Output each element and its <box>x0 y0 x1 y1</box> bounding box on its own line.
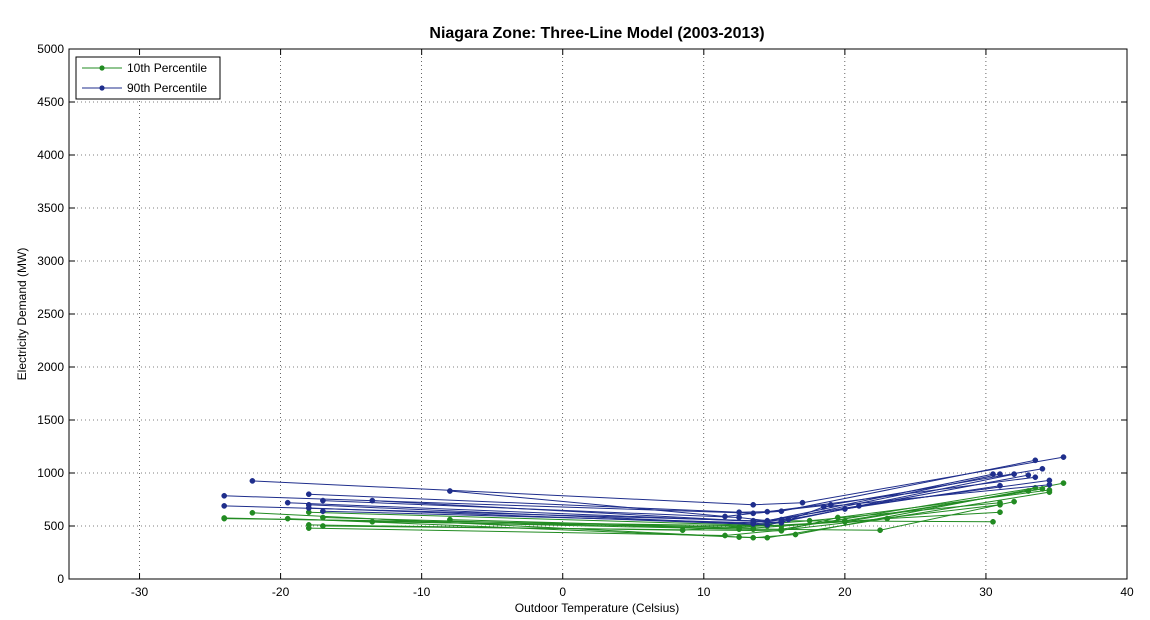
x-tick-label: 10 <box>697 585 711 599</box>
series-line <box>322 479 1050 524</box>
x-tick-label: 40 <box>1120 585 1134 599</box>
data-point <box>284 499 291 506</box>
data-point <box>990 518 996 525</box>
series-line <box>252 456 1064 506</box>
legend-entry-90th: 90th Percentile <box>82 81 207 95</box>
y-tick-label: 2500 <box>37 307 64 321</box>
y-tick-label: 500 <box>44 519 64 533</box>
y-tick-label: 3500 <box>37 201 64 215</box>
y-tick-label: 1000 <box>37 466 64 480</box>
y-tick-label: 0 <box>57 572 64 586</box>
data-point <box>1032 457 1039 464</box>
grid-layer <box>69 49 1127 579</box>
data-point <box>997 509 1003 516</box>
x-tick-label: 0 <box>559 585 566 599</box>
data-point <box>221 515 228 522</box>
data-point <box>320 508 326 515</box>
data-point <box>679 527 686 534</box>
data-point <box>305 505 312 511</box>
data-point <box>1039 465 1046 472</box>
series-line <box>449 511 1001 529</box>
data-point <box>320 514 326 521</box>
data-point <box>369 497 376 504</box>
x-tick-label: -30 <box>131 585 149 599</box>
data-point <box>369 518 376 525</box>
y-tick-label: 1500 <box>37 413 64 427</box>
series-layer <box>221 454 1067 541</box>
data-point <box>305 491 312 498</box>
x-tick-label: -20 <box>272 585 290 599</box>
data-point <box>1011 498 1017 505</box>
data-point <box>799 499 806 506</box>
series-12 <box>249 454 1067 508</box>
x-tick-label: -10 <box>413 585 431 599</box>
data-point <box>1046 487 1053 493</box>
y-tick-label: 4000 <box>37 148 64 162</box>
y-tick-label: 4500 <box>37 95 64 109</box>
x-tick-label: 30 <box>979 585 993 599</box>
legend-box <box>75 56 221 100</box>
data-point <box>1025 472 1032 478</box>
legend-90th-swatch-marker <box>99 85 105 91</box>
data-point <box>221 503 228 509</box>
data-point <box>990 471 996 477</box>
data-point <box>221 492 228 499</box>
series-line <box>449 468 1043 518</box>
data-point <box>750 501 757 508</box>
x-axis-label: Outdoor Temperature (Celsius) <box>515 601 680 615</box>
data-point <box>1039 486 1046 492</box>
data-point <box>736 509 742 516</box>
data-point <box>1032 474 1039 481</box>
data-point <box>884 515 891 522</box>
series-line <box>308 485 1001 526</box>
data-point <box>1060 454 1067 460</box>
series-21 <box>320 477 1053 526</box>
data-point <box>447 516 453 523</box>
data-point <box>722 513 728 520</box>
legend: 10th Percentile 90th Percentile <box>75 56 221 100</box>
legend-10th-label: 10th Percentile <box>127 61 207 75</box>
data-point <box>842 517 848 524</box>
y-tick-label: 2000 <box>37 360 64 374</box>
y-tick-label: 5000 <box>37 42 64 56</box>
data-point <box>722 532 728 539</box>
legend-90th-label: 90th Percentile <box>127 81 207 95</box>
series-10 <box>447 509 1003 531</box>
series-22 <box>305 482 1003 528</box>
series-line <box>322 501 1015 531</box>
data-point <box>1060 480 1067 486</box>
tick-label-layer: -30 -20 -10 0 10 20 30 40 0 500 1000 1500 2000 2500 30… <box>37 42 1134 599</box>
data-point <box>447 488 453 494</box>
data-point <box>764 534 771 541</box>
y-tick-label: 3000 <box>37 254 64 268</box>
data-point <box>764 522 771 528</box>
data-point <box>736 534 742 540</box>
legend-10th-swatch-marker <box>99 65 105 71</box>
data-point <box>856 503 862 509</box>
data-point <box>806 517 813 524</box>
data-point <box>877 527 883 534</box>
data-point <box>736 514 742 521</box>
data-point <box>249 478 256 484</box>
data-point <box>1046 477 1053 484</box>
legend-entry-10th: 10th Percentile <box>82 61 207 75</box>
data-point <box>284 515 291 522</box>
data-point <box>320 497 326 504</box>
x-tick-label: 20 <box>838 585 852 599</box>
data-point <box>997 482 1003 489</box>
data-point <box>820 504 827 510</box>
y-axis-label: Electricity Demand (MW) <box>15 248 29 381</box>
series-line <box>308 488 1043 527</box>
data-point <box>320 523 326 529</box>
data-point <box>842 506 848 512</box>
series-line <box>287 473 1001 523</box>
data-point <box>249 509 256 516</box>
data-point <box>305 522 312 528</box>
series-line <box>308 504 1001 537</box>
chart-title: Niagara Zone: Three-Line Model (2003-201… <box>429 25 764 42</box>
axes-layer <box>68 48 1128 580</box>
